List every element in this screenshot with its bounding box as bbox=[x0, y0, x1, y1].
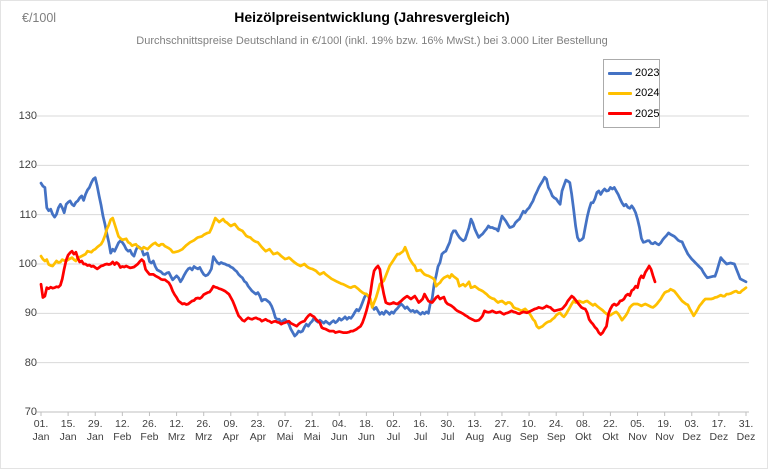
y-tick-label-80: 80 bbox=[24, 356, 37, 369]
y-axis-unit-label: €/100l bbox=[22, 11, 57, 25]
x-tick-label-8: 23. Apr bbox=[249, 418, 267, 443]
x-tick-label-14: 16. Jul bbox=[413, 418, 428, 443]
x-tick-label-24: 03. Dez bbox=[682, 418, 702, 443]
x-tick-label-23: 19. Nov bbox=[655, 418, 674, 443]
y-tick-label-120: 120 bbox=[18, 159, 37, 172]
y-tick-label-90: 90 bbox=[24, 307, 37, 320]
x-tick-label-2: 29. Jan bbox=[86, 418, 104, 443]
y-tick-label-130: 130 bbox=[18, 110, 37, 122]
x-tick-label-22: 05. Nov bbox=[628, 418, 647, 443]
series-line-2023 bbox=[39, 175, 748, 338]
legend-item-2023: 2023 bbox=[608, 67, 659, 79]
legend-label-2025: 2025 bbox=[635, 107, 660, 120]
x-tick-label-26: 31. Dez bbox=[736, 418, 756, 443]
x-tick-label-5: 12. Mrz bbox=[167, 418, 186, 443]
x-tick-label-7: 09. Apr bbox=[222, 418, 239, 443]
y-tick-label-100: 100 bbox=[18, 258, 37, 270]
legend-line-swatch-2024 bbox=[608, 91, 632, 95]
chart-subtitle: Durchschnittspreise Deutschland in €/100… bbox=[136, 35, 608, 47]
x-tick-label-20: 08. Okt bbox=[575, 418, 592, 443]
x-tick-label-19: 24. Sep bbox=[546, 418, 566, 443]
chart-title: Heizölpreisentwicklung (Jahresvergleich) bbox=[234, 9, 510, 25]
x-tick-label-16: 13. Aug bbox=[465, 418, 485, 443]
x-tick-label-9: 07. Mai bbox=[276, 418, 294, 443]
x-tick-label-6: 26. Mrz bbox=[194, 418, 213, 443]
legend-item-2025: 2025 bbox=[608, 108, 659, 120]
series-line-2025 bbox=[39, 249, 657, 336]
legend-item-2024: 2024 bbox=[608, 87, 659, 99]
legend-line-swatch-2025 bbox=[608, 112, 632, 116]
x-tick-label-15: 30. Jul bbox=[440, 418, 456, 443]
x-tick-label-17: 27. Aug bbox=[492, 418, 512, 443]
y-tick-label-70: 70 bbox=[24, 406, 37, 418]
legend-label-2023: 2023 bbox=[635, 67, 660, 80]
legend-line-swatch-2023 bbox=[608, 71, 632, 75]
x-tick-label-1: 15. Jan bbox=[59, 418, 77, 443]
legend: 2023 2024 2025 bbox=[603, 59, 660, 128]
x-tick-label-3: 12. Feb bbox=[113, 418, 132, 443]
y-tick-label-110: 110 bbox=[19, 208, 37, 221]
series-line-2024 bbox=[39, 216, 748, 330]
x-tick-label-4: 26. Feb bbox=[140, 418, 159, 443]
x-tick-label-25: 17. Dez bbox=[709, 418, 729, 443]
x-tick-label-13: 02. Jul bbox=[386, 418, 401, 443]
x-tick-label-10: 21. Mai bbox=[303, 418, 321, 443]
x-tick-label-21: 22. Okt bbox=[602, 418, 619, 443]
x-tick-label-11: 04. Jun bbox=[330, 418, 348, 443]
x-tick-label-0: 01. Jan bbox=[32, 418, 50, 443]
x-tick-label-18: 10. Sep bbox=[519, 418, 539, 443]
x-tick-label-12: 18. Jun bbox=[357, 418, 375, 443]
legend-label-2024: 2024 bbox=[635, 87, 660, 100]
